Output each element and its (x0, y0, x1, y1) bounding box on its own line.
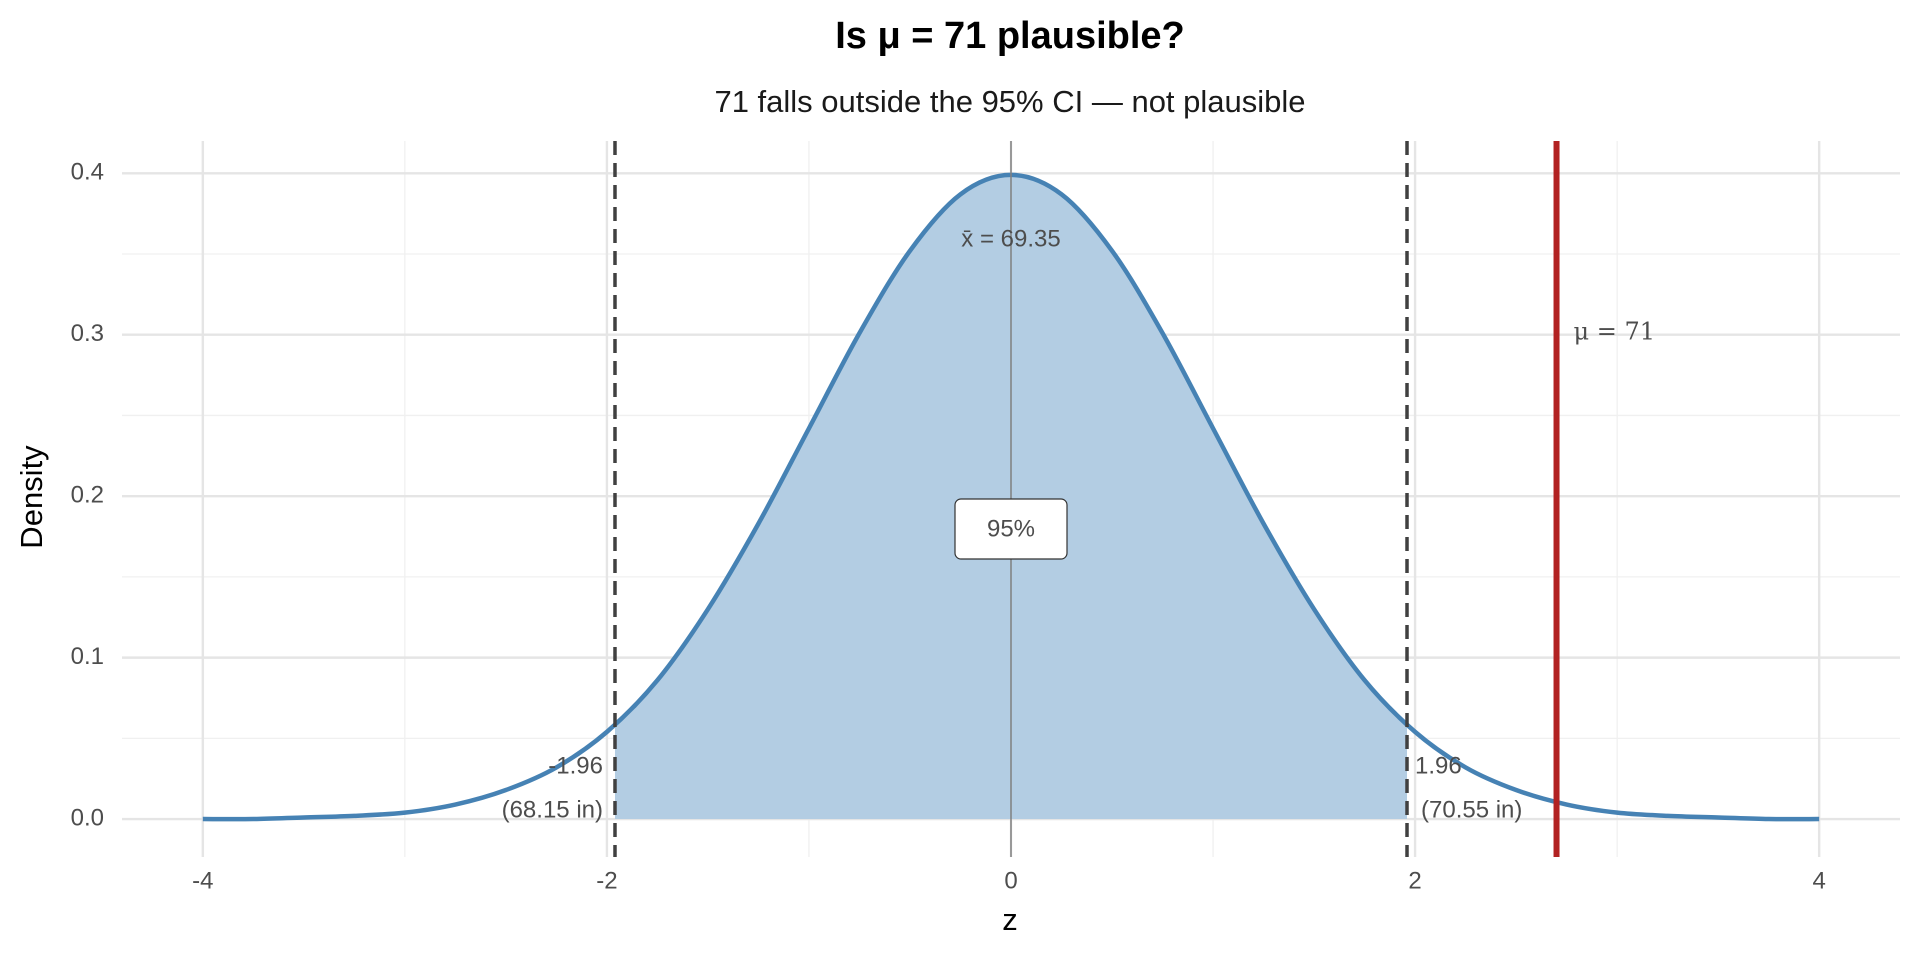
critical-z-label: -1.96 (548, 752, 603, 779)
y-tick-label: 0.2 (71, 482, 104, 509)
critical-value-label: (70.55 in) (1421, 796, 1522, 823)
mu-label: μ = 71 (1574, 318, 1656, 346)
y-tick-label: 0.1 (71, 643, 104, 670)
center-label: 95% (987, 515, 1035, 542)
y-tick-label: 0.0 (71, 804, 104, 831)
mean-label: x̄ = 69.35 (961, 225, 1060, 252)
x-tick-label: 2 (1408, 867, 1421, 894)
x-tick-label: -4 (192, 867, 213, 894)
y-tick-label: 0.3 (71, 320, 104, 347)
critical-value-label: (68.15 in) (502, 796, 603, 823)
y-tick-label: 0.4 (71, 159, 104, 186)
center-label-box (954, 498, 1068, 560)
chart-title: Is μ = 71 plausible? (835, 15, 1185, 57)
critical-z-label: 1.96 (1415, 752, 1462, 779)
x-tick-label: 4 (1813, 867, 1826, 894)
y-axis-title: Density (14, 445, 49, 549)
chart-subtitle: 71 falls outside the 95% CI — not plausi… (714, 84, 1305, 119)
x-tick-label: 0 (1004, 867, 1017, 894)
x-tick-label: -2 (596, 867, 617, 894)
x-axis-title: z (1002, 902, 1018, 937)
